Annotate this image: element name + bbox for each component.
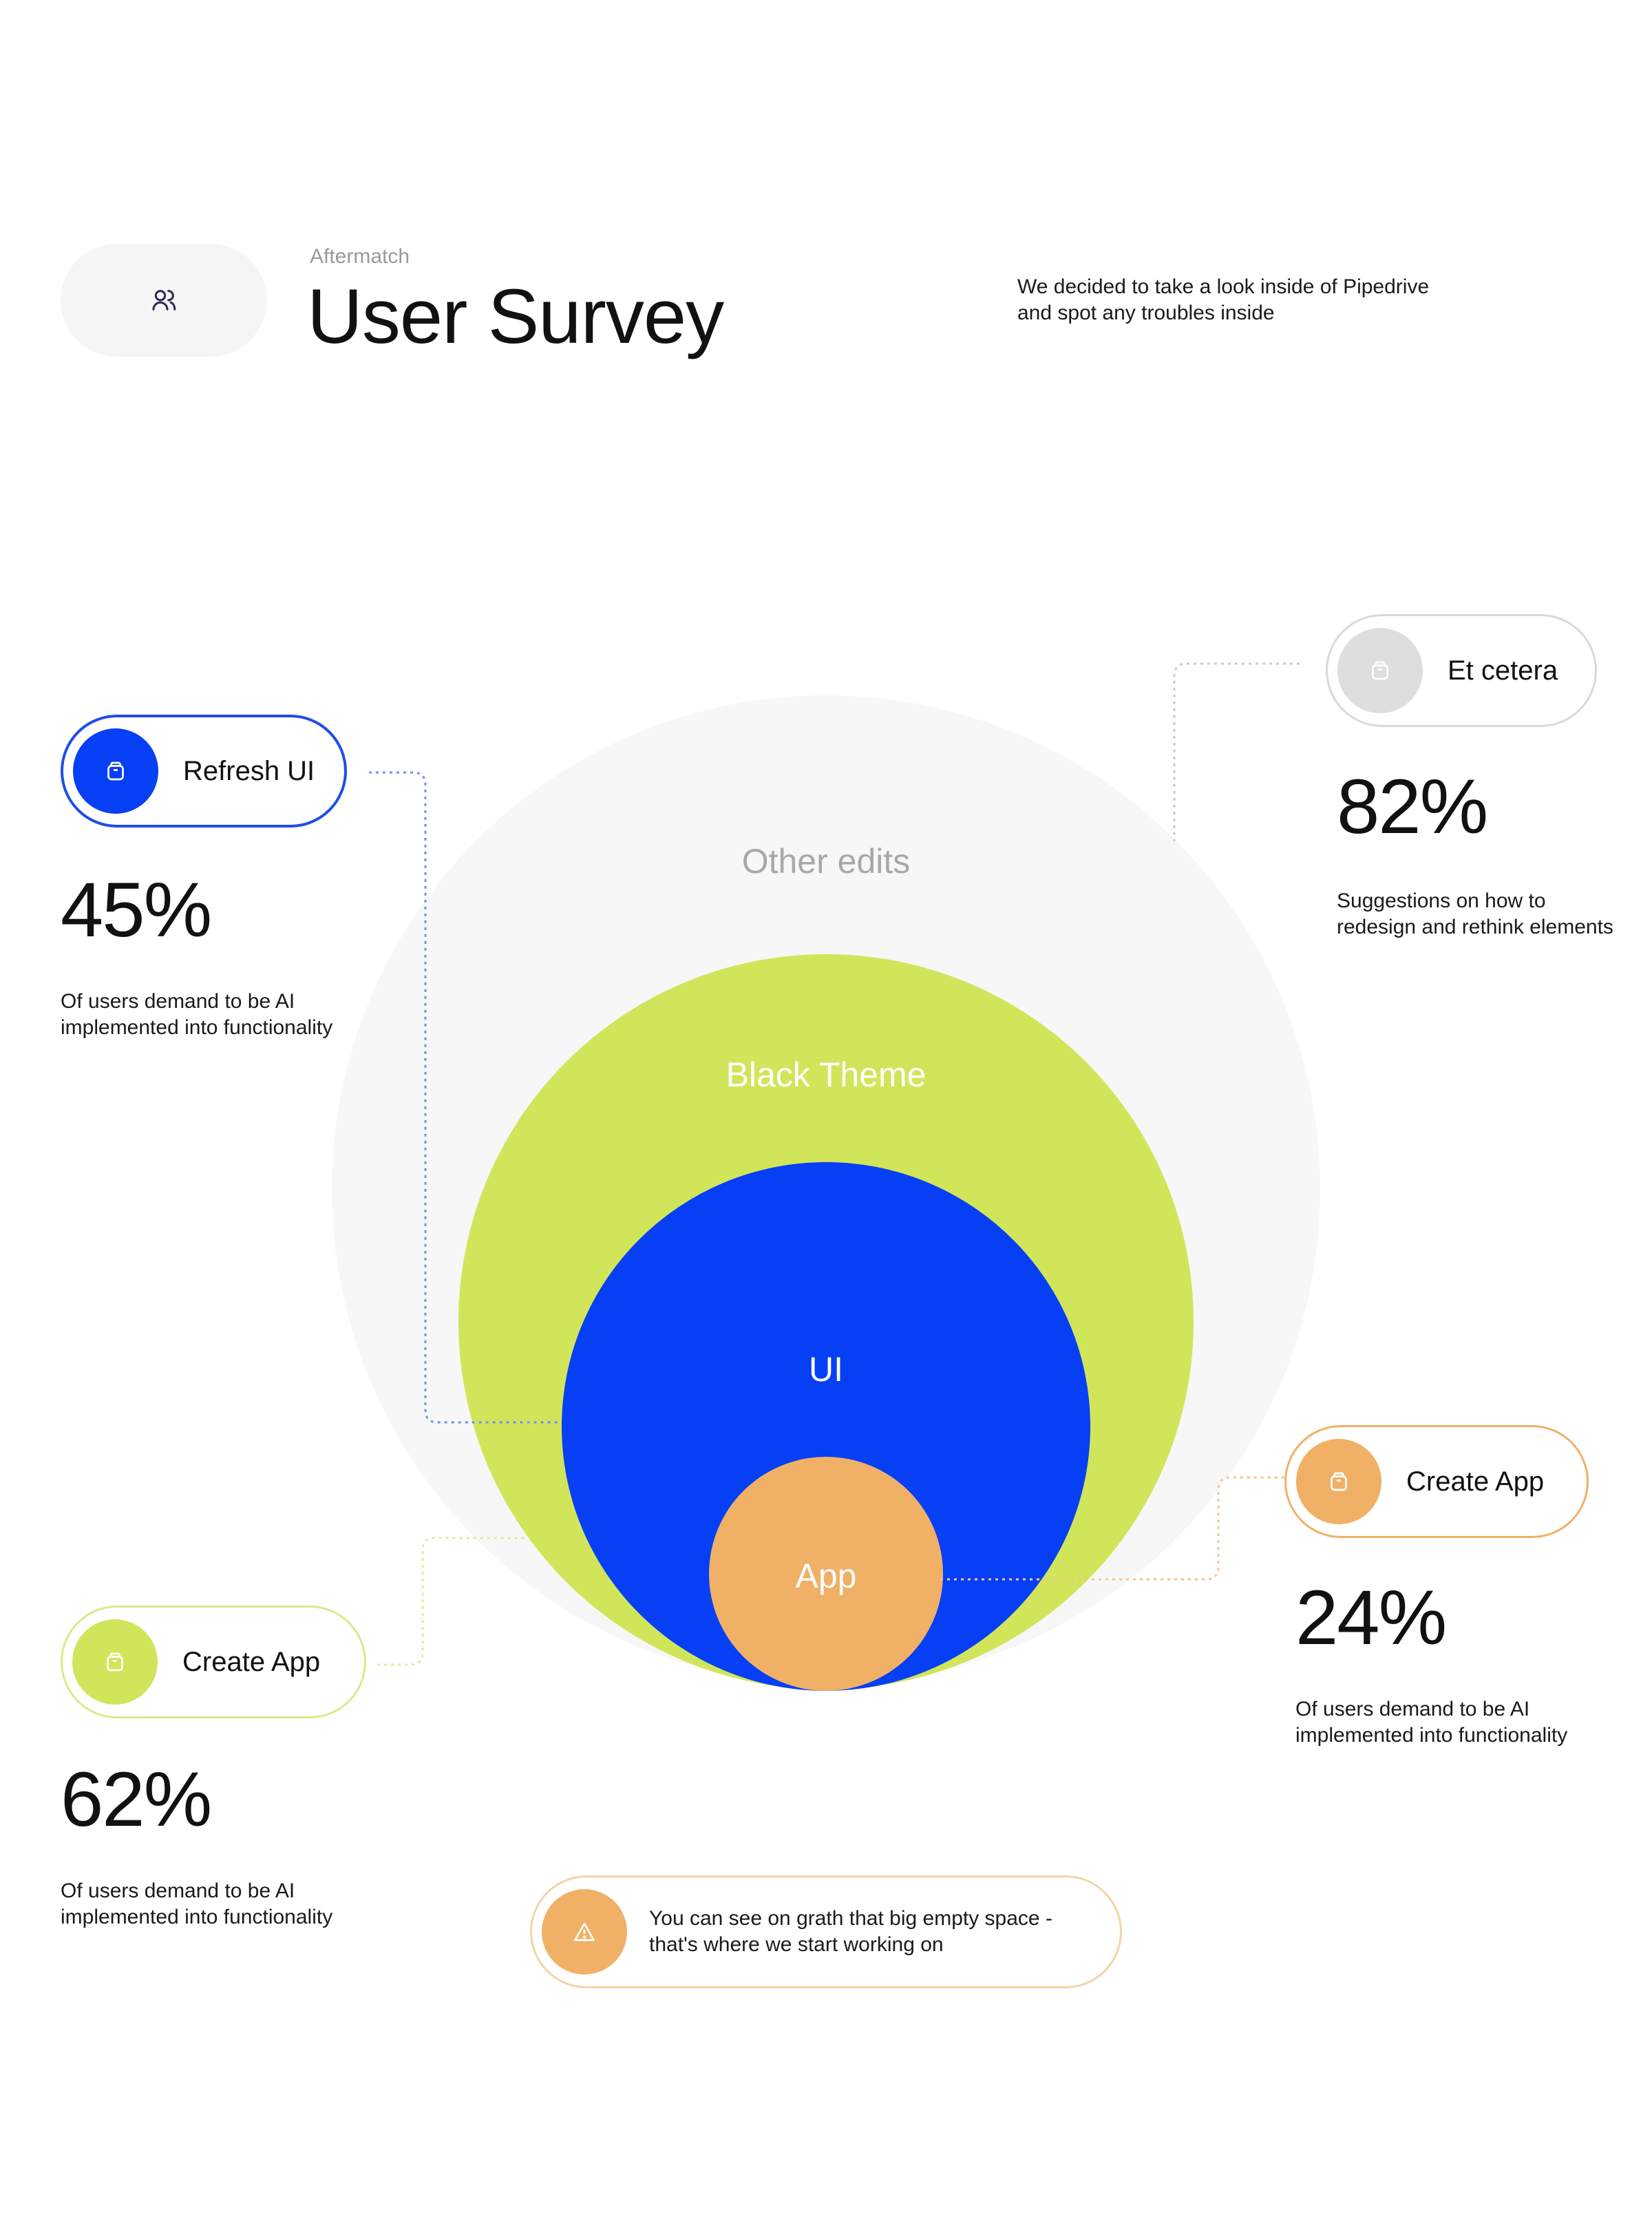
label-other-edits: Other edits [742,842,911,881]
intro-text: We decided to take a look inside of Pipe… [1017,274,1513,326]
callout-refresh-ui[interactable]: Refresh UI [61,715,347,828]
header-icon-pill [61,244,267,357]
create-app-right-description: Of users demand to be AI implemented int… [1295,1696,1652,1749]
et-cetera-label: Et cetera [1448,655,1558,686]
callout-create-app-left[interactable]: Create App [61,1605,366,1718]
refresh-ui-dot [73,728,158,814]
label-ui: UI [809,1350,843,1389]
package-icon [107,1652,123,1672]
et-cetera-description: Suggestions on how to redesign and rethi… [1337,888,1640,940]
warning-icon [574,1922,595,1941]
note-callout: You can see on grath that big empty spac… [530,1875,1122,1988]
refresh-ui-desc-line: Of users demand to be AI [61,990,295,1013]
et-cetera-dot [1337,628,1423,713]
label-black-theme: Black Theme [726,1055,926,1094]
create-app-right-dot [1296,1439,1381,1524]
create-app-left-stat: 62% [61,1756,212,1842]
package-icon [107,761,124,781]
callout-et-cetera[interactable]: Et cetera [1326,614,1597,727]
intro-line: We decided to take a look inside of Pipe… [1017,275,1430,298]
label-app: App [796,1557,857,1595]
connector-et-cetera [1173,662,1300,841]
note-dot [542,1889,627,1975]
intro-line: and spot any troubles inside [1017,302,1275,324]
note-text: You can see on grath that big empty spac… [649,1906,1052,1958]
create-app-left-description: Of users demand to be AI implemented int… [61,1878,419,1930]
create-app-left-desc-line: implemented into functionality [61,1906,333,1928]
connector-refresh-ui [369,771,562,1424]
connector-create-app-left [377,1537,530,1666]
connector-create-app-right [940,1476,1286,1581]
callout-create-app-right[interactable]: Create App [1284,1425,1589,1538]
page-title: User Survey [307,273,724,359]
et-cetera-stat: 82% [1337,764,1488,850]
note-line: You can see on grath that big empty spac… [649,1907,1052,1930]
package-icon [1331,1472,1347,1491]
create-app-left-label: Create App [182,1646,321,1677]
refresh-ui-description: Of users demand to be AI implemented int… [61,989,419,1041]
create-app-right-desc-line: Of users demand to be AI [1295,1698,1530,1720]
create-app-right-stat: 24% [1295,1575,1447,1661]
refresh-ui-label: Refresh UI [183,755,315,786]
page-eyebrow: Aftermatch [310,245,410,268]
create-app-right-label: Create App [1406,1466,1545,1497]
create-app-left-desc-line: Of users demand to be AI [61,1880,295,1902]
users-icon [152,290,176,310]
circle-ui [562,1162,1090,1691]
create-app-right-desc-line: implemented into functionality [1295,1724,1568,1747]
package-icon [1372,661,1388,680]
refresh-ui-stat: 45% [61,867,212,953]
create-app-left-dot [72,1619,158,1705]
et-cetera-desc-line: redesign and rethink elements [1337,916,1613,938]
note-line: that's where we start working on [649,1933,944,1956]
et-cetera-desc-line: Suggestions on how to [1337,889,1546,912]
circle-app [709,1457,943,1691]
refresh-ui-desc-line: implemented into functionality [61,1016,333,1039]
